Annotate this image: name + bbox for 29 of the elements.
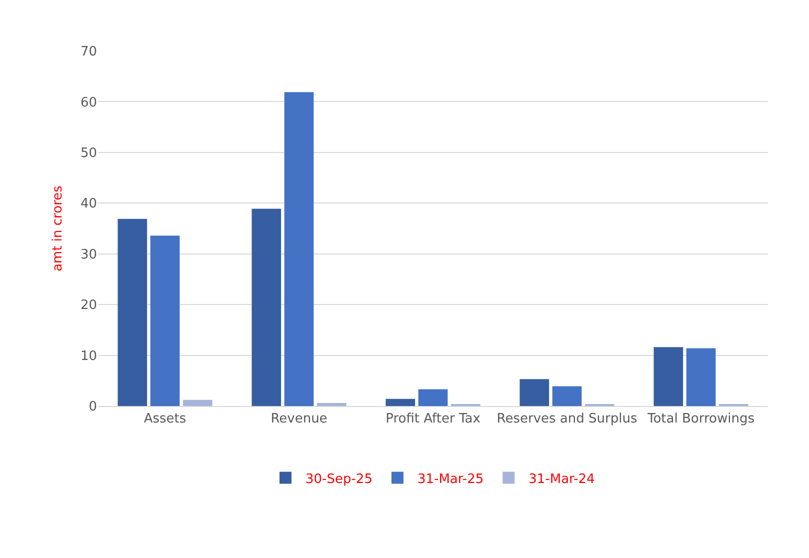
bar (520, 379, 550, 406)
y-tick-label: 0 (88, 400, 97, 415)
bar (386, 398, 416, 406)
y-tick-label: 20 (80, 298, 97, 314)
y-tick-label: 30 (80, 247, 97, 262)
legend-label: 31-Mar-24 (528, 472, 595, 487)
bar (284, 92, 314, 406)
x-tick-label: Profit After Tax (386, 412, 481, 427)
y-tick-label: 40 (80, 196, 97, 212)
x-tick-label: Revenue (270, 412, 328, 427)
bar (418, 389, 448, 406)
x-tick-label: Reserves and Surplus (496, 412, 638, 427)
bar (552, 386, 582, 406)
legend-label: 30-Sep-25 (306, 472, 372, 487)
y-tick-label: 70 (80, 44, 97, 60)
y-axis-title: amt in crores (50, 185, 66, 272)
bar (118, 218, 148, 406)
legend-label: 31-Mar-25 (417, 472, 484, 487)
bar (182, 400, 212, 406)
y-tick-label: 60 (80, 95, 97, 110)
y-tick-label: 50 (80, 146, 97, 161)
bar (686, 348, 716, 406)
x-tick-label: Total Borrowings (646, 412, 755, 427)
bar (654, 347, 684, 406)
x-tick-label: Assets (144, 412, 186, 427)
y-tick-label: 10 (80, 348, 97, 364)
bar (150, 236, 180, 406)
bar (316, 402, 346, 406)
bar (252, 208, 282, 406)
